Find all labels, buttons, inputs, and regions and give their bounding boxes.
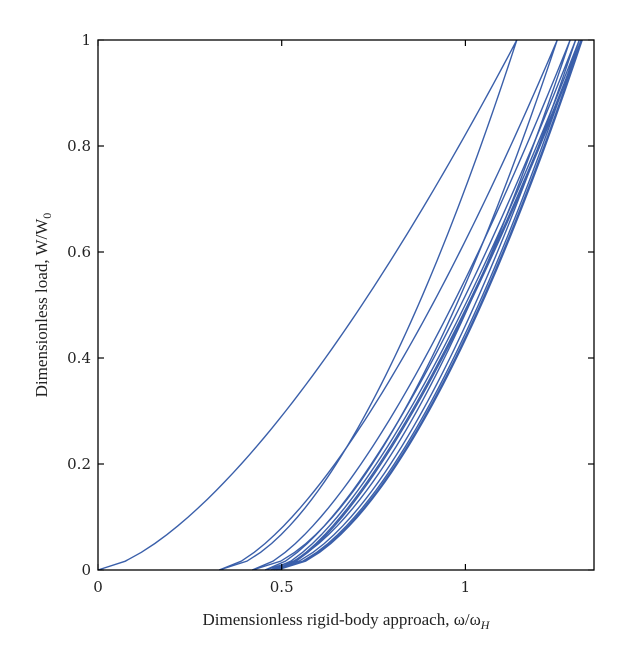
y-axis-title-text: Dimensionless load, W/W (32, 218, 51, 398)
y-tick-label-3: 0.6 (67, 243, 91, 261)
x-axis-title: Dimensionless rigid-body approach, ω/ωH (203, 610, 491, 632)
load-cycle-curve-7 (275, 39, 583, 571)
load-cycle-curve-4 (264, 39, 577, 571)
x-tick-label-2: 1 (461, 578, 471, 596)
x-tick-label-0: 0 (93, 578, 103, 596)
curves-group (97, 39, 583, 571)
y-tick-label-5: 1 (81, 31, 91, 49)
load-cycle-curve-5 (270, 39, 580, 571)
y-axis-title: Dimensionless load, W/W0 (32, 213, 54, 398)
y-tick-label-1: 0.2 (67, 455, 91, 473)
y-tick-label-2: 0.4 (67, 349, 91, 367)
load-cycle-curve-1 (97, 39, 518, 571)
ticks-group: 0 0.5 1 0 0.2 0.4 0.6 0.8 1 (67, 31, 594, 596)
load-cycle-curve-6 (274, 39, 582, 571)
x-axis-title-text: Dimensionless rigid-body approach, ω/ω (203, 610, 481, 629)
y-axis-title-subscript: 0 (40, 213, 54, 219)
load-cycle-curve-2 (218, 39, 558, 571)
plot-frame (97, 39, 595, 571)
x-tick-label-1: 0.5 (270, 578, 294, 596)
x-axis-title-subscript: H (480, 618, 491, 632)
y-tick-label-0: 0 (81, 561, 91, 579)
y-tick-label-4: 0.8 (67, 137, 91, 155)
